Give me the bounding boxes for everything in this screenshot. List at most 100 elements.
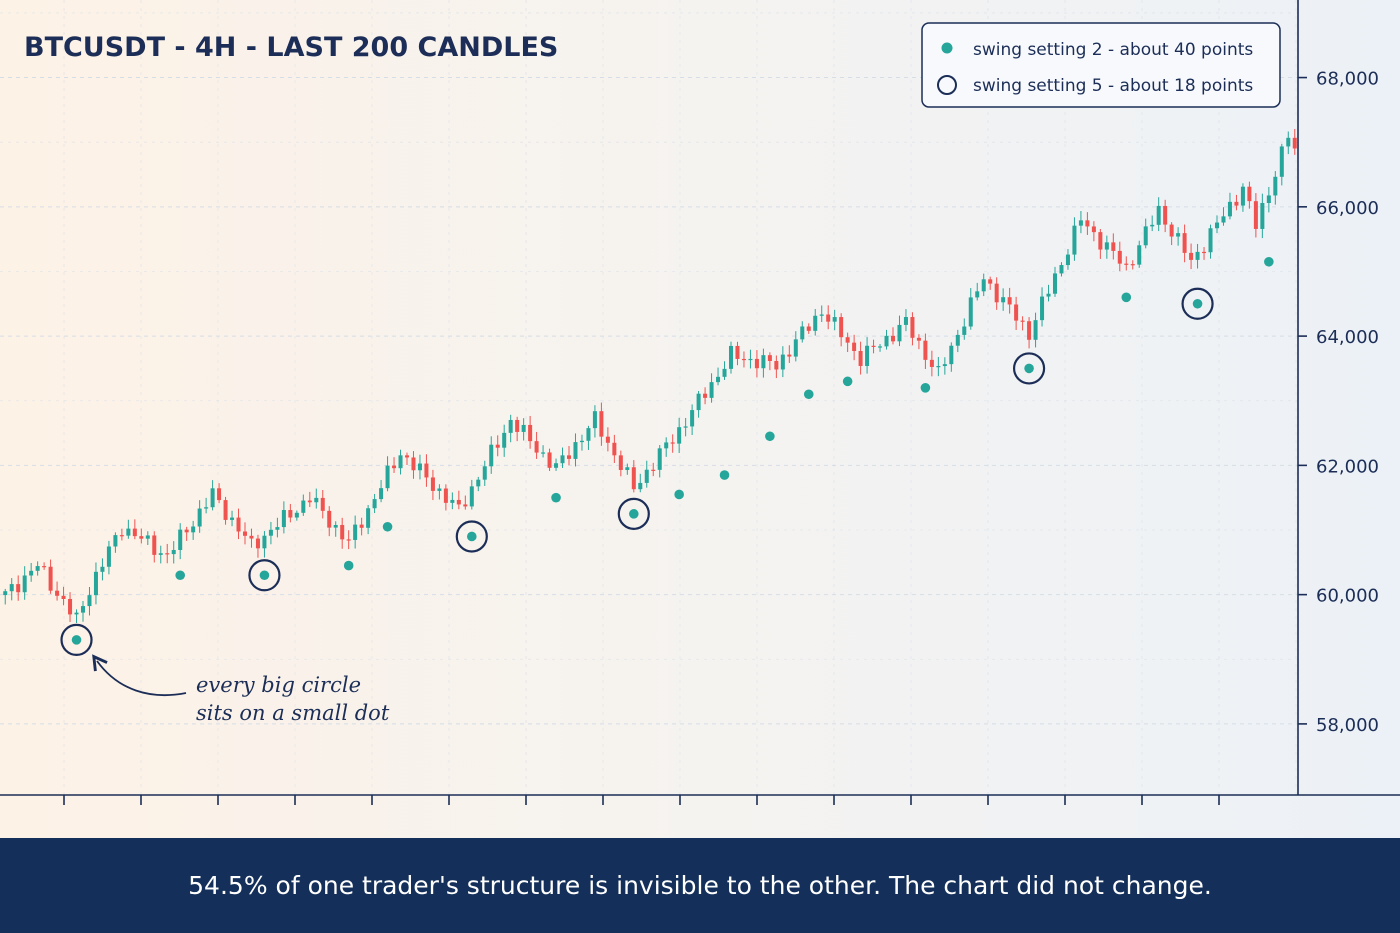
candle-body <box>612 442 617 456</box>
candle-body <box>1163 205 1168 225</box>
candle-body <box>340 524 345 540</box>
y-tick-label: 60,000 <box>1316 586 1379 607</box>
swing-5-ring <box>617 497 650 530</box>
candle-body <box>1033 320 1038 340</box>
swing-2-dot <box>467 531 477 542</box>
candle-body <box>1027 321 1032 340</box>
candle-body <box>735 345 740 359</box>
candle-body <box>903 317 908 325</box>
candle-body <box>560 455 565 464</box>
chart-title: BTCUSDT - 4H - LAST 200 CANDLES <box>24 32 558 63</box>
swing-2-dot <box>71 635 82 645</box>
candle-body <box>171 549 176 555</box>
y-tick-label: 66,000 <box>1316 198 1379 219</box>
candle-body <box>35 566 40 571</box>
candle-body <box>748 358 753 361</box>
candle-body <box>975 291 980 298</box>
candle-body <box>696 393 701 411</box>
candle-body <box>839 317 844 338</box>
candle-body <box>625 467 630 470</box>
swing-2-dot <box>551 492 561 503</box>
candle-body <box>528 424 533 442</box>
legend-dot-icon <box>941 42 953 54</box>
candle-body <box>320 497 325 511</box>
annotation-arrow <box>92 654 187 697</box>
candle-body <box>275 527 280 530</box>
candle-body <box>774 360 779 370</box>
y-tick-label: 68,000 <box>1316 69 1379 90</box>
candle-body <box>456 499 461 505</box>
candle-body <box>716 376 721 383</box>
candle-body <box>268 529 273 536</box>
candle-body <box>1137 245 1142 265</box>
swing-2-dot <box>765 431 775 442</box>
candle-body <box>1273 176 1278 196</box>
swing-2-dot <box>629 509 639 519</box>
candle-body <box>1046 293 1051 297</box>
swing-2-dot <box>1192 298 1203 309</box>
candle-body <box>664 442 669 449</box>
candle-body <box>314 497 319 503</box>
swing-2-dot <box>674 489 684 500</box>
candle-body <box>1078 220 1083 226</box>
candle-body <box>223 500 228 520</box>
candle-body <box>845 337 850 343</box>
candle-body <box>1124 263 1129 265</box>
swing-5-rings-layer <box>60 287 1214 656</box>
candle-body <box>398 455 403 469</box>
candle-body <box>469 486 474 507</box>
swing-2-dot <box>842 376 853 387</box>
candle-body <box>703 393 708 398</box>
candle-body <box>1007 297 1012 305</box>
candle-body <box>210 488 215 508</box>
candle-body <box>191 526 196 533</box>
candle-body <box>670 442 675 444</box>
y-tick-label: 64,000 <box>1316 327 1379 348</box>
candle-body <box>599 411 604 437</box>
candle-body <box>106 546 111 567</box>
candle-body <box>1227 201 1232 217</box>
candle-body <box>68 598 73 615</box>
candle-body <box>392 465 397 469</box>
candle-body <box>437 488 442 491</box>
candle-body <box>573 442 578 459</box>
candle-body <box>1117 250 1122 264</box>
candlestick-chart: 58,000 60,000 62,000 64,000 66,000 68,000 BTC… <box>0 0 1400 838</box>
candle-body <box>307 500 312 503</box>
candle-body <box>1156 205 1161 225</box>
candle-body <box>709 382 714 398</box>
candle-body <box>618 455 623 470</box>
candle-body <box>165 553 170 555</box>
candle-body <box>3 591 8 596</box>
candle-body <box>683 426 688 428</box>
candle-body <box>1072 225 1077 255</box>
y-tick-label: 62,000 <box>1316 456 1379 477</box>
candle-body <box>42 566 47 568</box>
candle-body <box>93 571 98 596</box>
candle-body <box>534 441 539 453</box>
candle-body <box>132 528 137 537</box>
candle-body <box>871 345 876 347</box>
candle-body <box>728 345 734 369</box>
swing-2-dot <box>803 389 814 400</box>
swing-5-ring <box>1012 352 1046 385</box>
swing-2-dot <box>719 470 730 480</box>
candle-body <box>294 512 299 518</box>
candle-body <box>80 606 86 613</box>
swing-5-ring <box>455 520 488 553</box>
candle-body <box>884 335 889 347</box>
candle-body <box>249 535 254 539</box>
candle-body <box>366 508 371 528</box>
legend-ring-icon <box>937 75 957 95</box>
swing-5-ring <box>1181 287 1214 320</box>
candle-body <box>217 488 222 501</box>
swing-2-dot <box>259 570 270 581</box>
candle-body <box>1286 137 1291 147</box>
candle-body <box>1253 201 1258 229</box>
candle-body <box>242 531 248 536</box>
candle-body <box>204 507 209 509</box>
candle-body <box>651 469 656 471</box>
candle-body <box>832 317 837 322</box>
candle-body <box>1195 251 1200 260</box>
candle-body <box>424 463 429 478</box>
